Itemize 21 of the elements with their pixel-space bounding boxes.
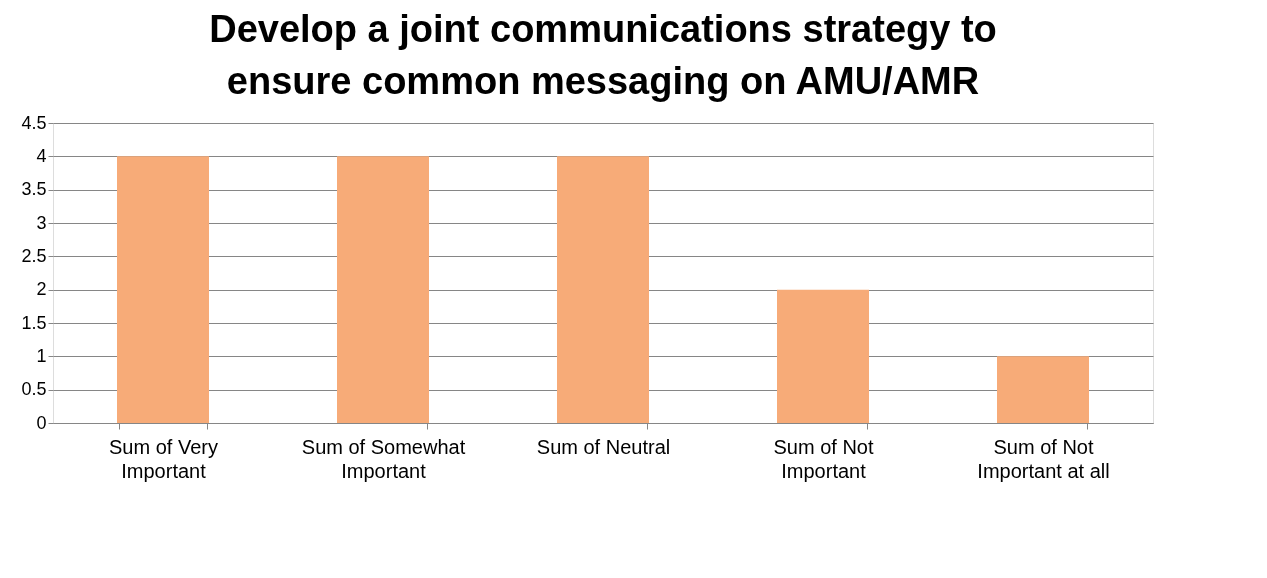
y-tick-label: 1 [36, 345, 47, 366]
bar [557, 156, 649, 423]
bar [117, 156, 209, 423]
bar [337, 156, 429, 423]
x-tick-label: Sum of Very Important [109, 435, 218, 482]
x-tick-label: Sum of Somewhat Important [301, 435, 466, 482]
y-tick-label: 3 [36, 212, 47, 233]
y-tick-label: 4.5 [21, 112, 47, 133]
bar [777, 289, 869, 423]
x-tick-label: Sum of Not Important [773, 435, 874, 482]
y-tick-label: 3.5 [21, 179, 47, 200]
x-tick-label: Sum of Not Important at all [977, 435, 1110, 482]
y-tick-label: 0.5 [21, 379, 47, 400]
y-tick-label: 2.5 [21, 245, 47, 266]
y-tick-label: 1.5 [21, 312, 47, 333]
y-tick-label: 4 [36, 145, 47, 166]
chart-title: Develop a joint communications strategy to ensure common messaging on AMU/AMR [209, 8, 997, 102]
x-tick-label: Sum of Neutral [536, 435, 671, 458]
y-tick-label: 2 [36, 279, 47, 300]
bar [997, 356, 1089, 423]
y-tick-label: 0 [36, 412, 47, 433]
